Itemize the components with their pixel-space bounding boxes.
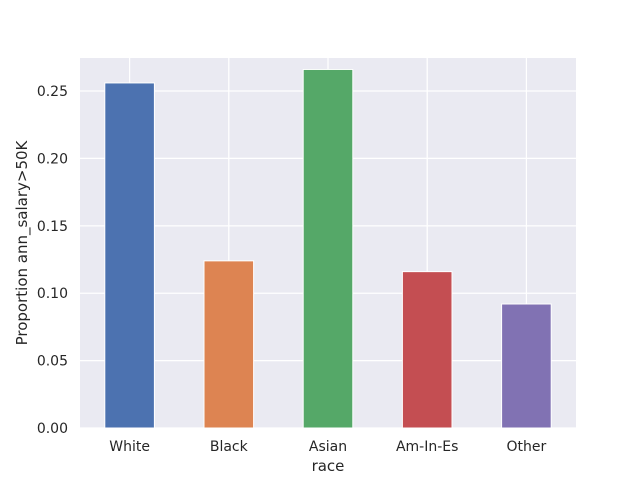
y-tick-label: 0.00 xyxy=(37,421,68,437)
x-tick-label: Am-In-Es xyxy=(396,439,458,455)
bar-other xyxy=(501,303,552,429)
y-tick-label: 0.25 xyxy=(37,84,68,100)
bar-white xyxy=(104,82,155,429)
y-tick-label: 0.05 xyxy=(37,354,68,370)
bars xyxy=(104,68,552,429)
x-tick-label: Black xyxy=(210,439,249,455)
y-axis-label: Proportion ann_salary>50K xyxy=(13,139,32,345)
bar-asian xyxy=(302,68,354,429)
y-tick-label: 0.10 xyxy=(37,286,68,302)
y-tick-label: 0.15 xyxy=(37,219,68,235)
x-tick-labels: White Black Asian Am-In-Es Other xyxy=(109,439,546,455)
y-tick-label: 0.20 xyxy=(37,151,68,167)
x-axis-label: race xyxy=(312,457,345,475)
bar-am-in-es xyxy=(401,271,453,429)
bar-black xyxy=(203,260,255,429)
y-tick-labels: 0.00 0.05 0.10 0.15 0.20 0.25 xyxy=(37,84,68,437)
x-tick-label: Other xyxy=(507,439,547,455)
x-tick-label: White xyxy=(109,439,150,455)
x-tick-label: Asian xyxy=(309,439,347,455)
